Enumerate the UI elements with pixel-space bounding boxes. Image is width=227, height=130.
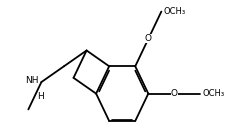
Text: OCH₃: OCH₃: [202, 89, 225, 98]
Text: H: H: [37, 92, 44, 101]
Text: NH: NH: [25, 76, 38, 85]
Text: O: O: [145, 34, 152, 43]
Text: O: O: [171, 89, 178, 98]
Text: OCH₃: OCH₃: [163, 7, 185, 16]
